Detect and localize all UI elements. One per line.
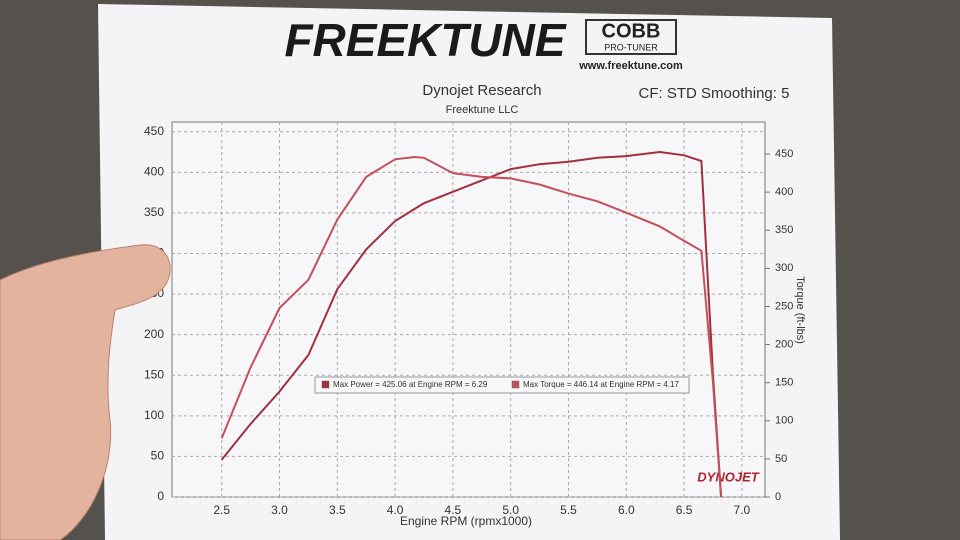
y2-tick-label: 250 — [775, 300, 793, 312]
x-tick-label: 6.5 — [676, 503, 693, 517]
x-axis-label: Engine RPM (rpmx1000) — [400, 514, 532, 528]
y-tick-label: 450 — [144, 124, 164, 138]
y2-tick-label: 0 — [775, 491, 781, 503]
y-tick-label: 0 — [157, 489, 164, 503]
hand — [0, 244, 171, 540]
y-tick-label: 200 — [144, 327, 164, 341]
brand-logo: FREEKTUNE — [284, 14, 566, 66]
series-line — [220, 155, 723, 498]
y-tick-label: 50 — [151, 449, 165, 463]
legend-swatch — [511, 380, 520, 389]
x-tick-label: 2.5 — [213, 503, 230, 517]
cobb-box — [585, 19, 677, 55]
y2-tick-label: 400 — [775, 186, 793, 198]
y2-axis-label: Torque (ft-lbs) — [794, 276, 806, 344]
annotation: CF: STD Smoothing: 5 — [639, 85, 790, 102]
x-tick-label: 6.0 — [618, 503, 635, 517]
x-tick-label: 7.0 — [734, 503, 751, 517]
y2-tick-label: 200 — [775, 338, 793, 350]
legend-label: Max Torque = 446.14 at Engine RPM = 4.17 — [523, 380, 680, 389]
x-tick-label: 5.0 — [502, 503, 519, 517]
y2-tick-label: 150 — [775, 377, 793, 389]
x-tick-label: 3.5 — [329, 503, 346, 517]
series-line — [220, 150, 723, 498]
legend-box — [314, 376, 690, 394]
plot-area — [171, 121, 766, 498]
y2-tick-label: 350 — [775, 224, 793, 236]
chart-subtitle: Freektune LLC — [446, 104, 519, 116]
x-tick-label: 3.0 — [271, 503, 288, 517]
y2-tick-label: 300 — [775, 262, 793, 274]
y-tick-label: 150 — [144, 367, 164, 381]
dynojet-badge: DYNOJET — [697, 469, 759, 484]
y2-tick-label: 50 — [775, 453, 787, 465]
y2-tick-label: 450 — [775, 148, 793, 160]
partner-logo: COBB — [602, 20, 661, 42]
legend-swatch — [321, 380, 330, 389]
x-tick-label: 4.5 — [445, 503, 462, 517]
y-tick-label: 400 — [144, 164, 164, 178]
x-tick-label: 5.5 — [560, 503, 577, 517]
legend-label: Max Power = 425.06 at Engine RPM = 6.29 — [333, 380, 488, 389]
y-tick-label: 350 — [144, 205, 164, 219]
url: www.freektune.com — [578, 60, 683, 72]
chart-title: Dynojet Research — [422, 82, 541, 99]
y2-tick-label: 100 — [775, 415, 793, 427]
y-tick-label: 100 — [144, 408, 164, 422]
partner-sub: PRO-TUNER — [604, 42, 658, 52]
x-tick-label: 4.0 — [387, 503, 404, 517]
